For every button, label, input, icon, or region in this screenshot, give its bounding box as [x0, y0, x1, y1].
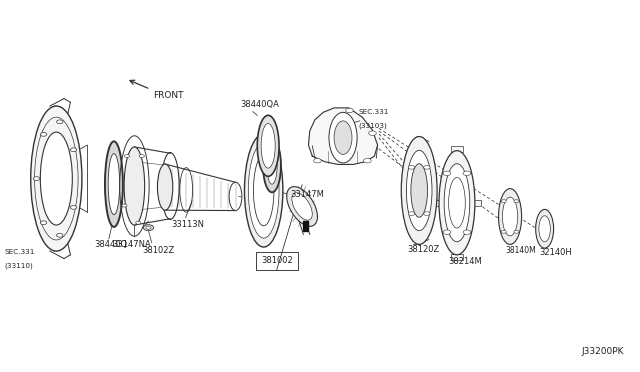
Circle shape: [424, 212, 430, 215]
Circle shape: [56, 120, 63, 124]
Ellipse shape: [539, 216, 550, 242]
Circle shape: [501, 230, 506, 233]
Circle shape: [124, 155, 129, 158]
Circle shape: [143, 225, 154, 231]
Ellipse shape: [287, 187, 317, 226]
Text: 38214M: 38214M: [448, 257, 482, 266]
Text: 38120Z: 38120Z: [408, 245, 440, 254]
Circle shape: [514, 230, 519, 233]
Bar: [433, 200, 443, 206]
Ellipse shape: [263, 139, 281, 192]
Circle shape: [408, 166, 415, 169]
Circle shape: [463, 230, 471, 234]
Ellipse shape: [536, 209, 554, 248]
Ellipse shape: [406, 150, 432, 231]
Circle shape: [33, 177, 40, 180]
Bar: [303, 221, 308, 231]
Text: SEC.331: SEC.331: [4, 249, 35, 255]
Ellipse shape: [444, 164, 470, 242]
Text: 33147NA: 33147NA: [112, 240, 151, 249]
Circle shape: [140, 155, 145, 158]
Ellipse shape: [40, 132, 72, 225]
Circle shape: [122, 204, 127, 207]
Circle shape: [136, 221, 141, 224]
Circle shape: [314, 158, 321, 163]
Circle shape: [443, 230, 451, 234]
Ellipse shape: [329, 112, 357, 163]
Ellipse shape: [502, 197, 518, 236]
Ellipse shape: [157, 164, 173, 210]
Ellipse shape: [244, 134, 283, 247]
Text: 33147M: 33147M: [290, 190, 324, 199]
Text: 33113N: 33113N: [172, 220, 205, 229]
Ellipse shape: [105, 141, 123, 227]
Circle shape: [146, 226, 151, 229]
Text: J33200PK: J33200PK: [582, 347, 624, 356]
Circle shape: [408, 212, 415, 215]
Text: 32140H: 32140H: [539, 248, 572, 257]
Circle shape: [40, 221, 47, 225]
Text: (33103): (33103): [358, 122, 387, 128]
Circle shape: [424, 166, 430, 169]
Ellipse shape: [261, 124, 275, 168]
Ellipse shape: [499, 189, 522, 244]
Ellipse shape: [248, 143, 279, 238]
Text: 38140M: 38140M: [506, 246, 536, 254]
Ellipse shape: [267, 147, 277, 184]
Ellipse shape: [401, 137, 437, 244]
Bar: [471, 200, 481, 206]
Ellipse shape: [411, 164, 428, 217]
Circle shape: [70, 205, 77, 209]
Ellipse shape: [124, 147, 145, 225]
Circle shape: [369, 131, 376, 135]
Polygon shape: [308, 108, 378, 164]
Text: 38440QA: 38440QA: [240, 100, 279, 109]
Bar: [451, 254, 463, 260]
Text: 381002: 381002: [261, 256, 292, 265]
Text: (33110): (33110): [4, 262, 33, 269]
Circle shape: [40, 132, 47, 136]
Ellipse shape: [292, 193, 312, 220]
Circle shape: [56, 234, 63, 237]
Ellipse shape: [31, 106, 82, 251]
Text: FRONT: FRONT: [153, 91, 184, 100]
Circle shape: [443, 171, 451, 176]
Text: 38440Q: 38440Q: [95, 240, 128, 249]
Circle shape: [463, 171, 471, 176]
Ellipse shape: [334, 121, 352, 154]
Ellipse shape: [439, 151, 475, 255]
Bar: [256, 252, 298, 270]
Bar: [451, 146, 463, 152]
Text: SEC.331: SEC.331: [358, 109, 388, 115]
Ellipse shape: [108, 154, 120, 215]
Circle shape: [70, 148, 77, 152]
Ellipse shape: [257, 115, 279, 176]
Circle shape: [346, 108, 353, 113]
Circle shape: [514, 200, 519, 203]
Circle shape: [501, 200, 506, 203]
Circle shape: [364, 158, 371, 163]
Text: 38102Z: 38102Z: [142, 246, 174, 254]
